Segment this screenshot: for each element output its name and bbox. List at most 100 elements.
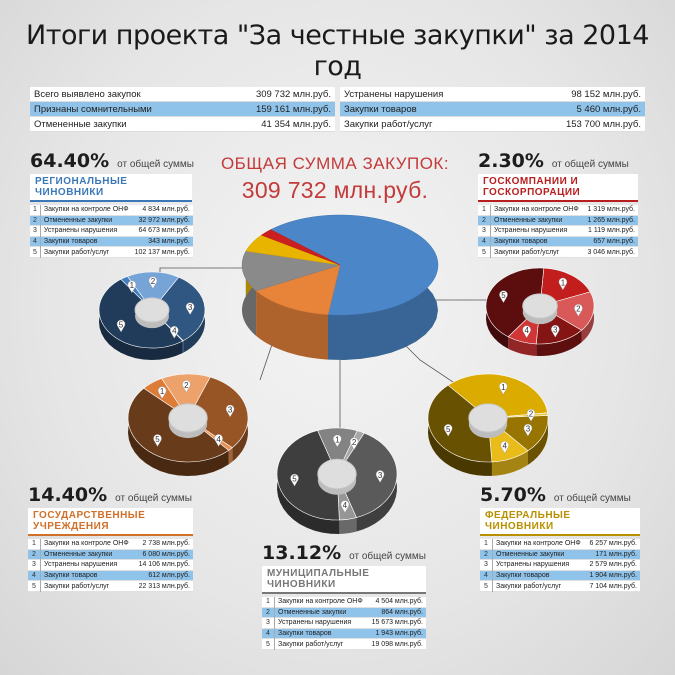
detail-table: 1 Закупки на контроле ОНФ 2 738 млн.руб. 2 О…: [28, 539, 193, 592]
detail-label: Отмененные закупки: [278, 608, 347, 616]
summary-value: 159 161 млн.руб.: [255, 103, 331, 115]
donut-wall: [536, 330, 582, 356]
detail-value: 6 257 млн.руб.: [589, 540, 637, 548]
detail-index: 4: [262, 628, 275, 639]
category-title: РЕГИОНАЛЬНЫЕ ЧИНОВНИКИ: [30, 174, 192, 202]
donut-hub: [134, 297, 170, 323]
share-row: 2.30% от общей суммы: [478, 150, 638, 172]
marker-number: 2: [352, 438, 357, 447]
detail-row: 4 Закупки товаров 1 904 млн.руб.: [480, 570, 640, 581]
state-block: 14.40% от общей суммы ГОСУДАРСТВЕННЫЕ УЧРЕ…: [28, 484, 193, 592]
marker-pin: [153, 434, 162, 447]
share-percent: 14.40%: [28, 484, 108, 506]
detail-table: 1 Закупки на контроле ОНФ 1 319 млн.руб. 2 О…: [478, 205, 638, 258]
slice-marker: 2: [349, 437, 359, 450]
marker-pin: [523, 423, 533, 437]
detail-index: 5: [480, 580, 493, 592]
category-title: ГОСКОМПАНИИ И ГОСКОРПОРАЦИИ: [478, 174, 638, 202]
share-row: 14.40% от общей суммы: [28, 484, 193, 506]
detail-row: 2 Отмененные закупки 6 080 млн.руб.: [28, 549, 193, 560]
state-donut: 1 2 3 4 5: [127, 373, 249, 476]
detail-label: Закупки товаров: [496, 572, 550, 580]
detail-label: Устранены нарушения: [44, 561, 118, 569]
detail-label: Закупки товаров: [278, 630, 332, 638]
marker-number: 4: [524, 326, 529, 335]
marker-pin: [443, 424, 453, 437]
marker-number: 4: [343, 501, 348, 510]
summary-row: Закупки товаров 5 460 млн.руб.: [340, 101, 645, 117]
main-pie-slice: [260, 229, 341, 266]
detail-label: Закупки на контроле ОНФ: [494, 206, 579, 214]
share-suffix: от общей суммы: [115, 493, 192, 504]
detail-value: 4 504 млн.руб.: [375, 598, 423, 606]
detail-label: Закупки товаров: [44, 572, 98, 580]
detail-row: 2 Отмененные закупки 1 265 млн.руб.: [478, 215, 638, 226]
marker-pin: [225, 404, 235, 418]
detail-table: 1 Закупки на контроле ОНФ 6 257 млн.руб. 2 О…: [480, 539, 640, 592]
detail-label: Отмененные закупки: [44, 550, 113, 558]
detail-row: 3 Устранены нарушения 64 673 млн.руб.: [30, 225, 193, 237]
marker-number: 5: [446, 425, 451, 434]
slice-marker: 1: [333, 434, 342, 448]
corporations-donut: 1 2 3 4 5: [485, 267, 595, 356]
detail-index: 4: [478, 236, 491, 247]
donut-wall: [339, 517, 357, 534]
detail-row: 5 Закупки работ/услуг 3 046 млн.руб.: [478, 246, 638, 258]
detail-row: 3 Устранены нарушения 15 673 млн.руб.: [262, 617, 426, 629]
main-pie-slice: [241, 250, 341, 292]
detail-value: 15 673 млн.руб.: [371, 619, 423, 627]
marker-pin: [116, 319, 126, 333]
detail-label: Закупки работ/услуг: [44, 582, 110, 590]
marker-number: 1: [130, 281, 135, 290]
main-pie-slice: [255, 264, 341, 315]
detail-label: Устранены нарушения: [496, 561, 570, 569]
donut-slice: [485, 267, 545, 338]
marker-pin: [127, 280, 137, 294]
detail-value: 22 313 млн.руб.: [138, 582, 190, 590]
marker-number: 5: [155, 435, 160, 444]
marker-number: 1: [561, 278, 566, 287]
slice-marker: 3: [225, 404, 235, 418]
detail-label: Устранены нарушения: [43, 227, 118, 235]
summary-row: Признаны сомнительными 159 161 млн.руб.: [30, 101, 335, 117]
share-percent: 2.30%: [478, 150, 544, 172]
marker-number: 4: [216, 435, 221, 444]
summary-table-right: Устранены нарушения 98 152 млн.руб. Закупк…: [340, 87, 645, 132]
detail-label: Закупки работ/услуг: [278, 640, 344, 648]
corporations-block: 2.30% от общей суммы ГОСКОМПАНИИ И ГОСКОРП…: [478, 150, 638, 258]
summary-value: 5 460 млн.руб.: [576, 103, 642, 115]
marker-number: 4: [502, 442, 507, 451]
detail-label: Отмененные закупки: [494, 216, 563, 224]
slice-marker: 1: [127, 280, 137, 294]
summary-row: Всего выявлено закупок 309 732 млн.руб.: [30, 87, 335, 102]
detail-label: Закупки на контроле ОНФ: [43, 206, 129, 214]
marker-number: 1: [160, 387, 165, 396]
detail-value: 3 046 млн.руб.: [587, 248, 635, 256]
marker-pin: [290, 473, 299, 487]
donut-slice: [539, 291, 595, 331]
detail-label: Отмененные закупки: [496, 550, 565, 558]
detail-table: 1 Закупки на контроле ОНФ 4 504 млн.руб. 2 О…: [262, 597, 426, 650]
marker-number: 3: [378, 471, 383, 480]
marker-number: 2: [529, 410, 534, 419]
summary-row: Устранены нарушения 98 152 млн.руб.: [340, 87, 645, 102]
summary-label: Устранены нарушения: [344, 88, 444, 100]
detail-index: 3: [480, 559, 493, 571]
detail-value: 612 млн.руб.: [148, 572, 190, 580]
marker-pin: [333, 434, 342, 448]
municipal-block: 13.12% от общей суммы МУНИЦИПАЛЬНЫЕ ЧИНОВН…: [262, 542, 426, 650]
slice-marker: 5: [116, 319, 126, 333]
detail-value: 7 104 млн.руб.: [589, 582, 637, 590]
marker-pin: [185, 302, 195, 316]
slice-marker: 5: [499, 290, 508, 304]
detail-row: 4 Закупки товаров 1 943 млн.руб.: [262, 628, 426, 639]
donut-slice: [447, 373, 548, 419]
marker-number: 5: [292, 475, 297, 484]
category-title: МУНИЦИПАЛЬНЫЕ ЧИНОВНИКИ: [262, 566, 426, 594]
detail-label: Отмененные закупки: [43, 216, 113, 224]
slice-marker: 2: [148, 276, 158, 290]
marker-pin: [500, 441, 509, 454]
marker-pin: [375, 470, 385, 483]
summary-label: Всего выявлено закупок: [34, 88, 141, 100]
marker-number: 5: [119, 320, 124, 329]
